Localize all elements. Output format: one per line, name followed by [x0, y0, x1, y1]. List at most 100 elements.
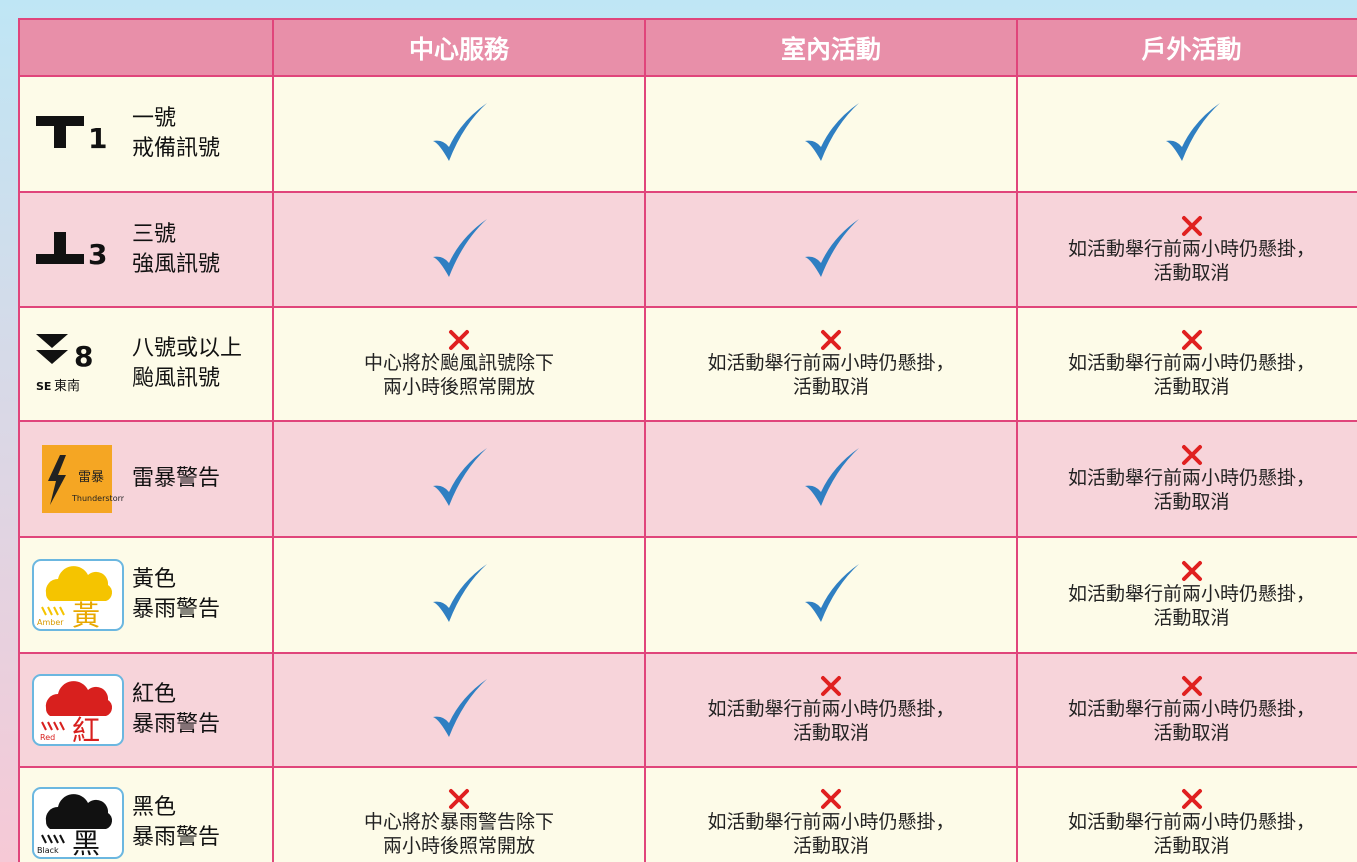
status-cell: 如活動舉行前兩小時仍懸掛， 活動取消 — [646, 768, 1016, 862]
row-label-cell: Red 紅紅色暴雨警告 — [20, 654, 272, 766]
row-label-cell: Amber 黃黃色 暴雨警告 — [20, 538, 272, 652]
cross-mark — [1181, 561, 1202, 581]
header-cell: 室內活動 — [646, 20, 1016, 75]
icon: Amber 黃 — [32, 559, 124, 631]
icon-text: SE — [36, 380, 51, 393]
label-line: 暴雨警告 — [132, 597, 221, 622]
row-label: 三號 強風訊號 — [132, 220, 220, 280]
status-cell — [1018, 77, 1357, 191]
row-label-cell: 8 SE 東南 八號或以上 颱風訊號 — [20, 308, 272, 420]
status-cell: 如活動舉行前兩小時仍懸掛， 活動取消 — [1018, 768, 1357, 862]
note-line: 活動取消 — [1153, 261, 1230, 284]
cross-mark — [1181, 789, 1202, 809]
cross-mark — [1181, 676, 1202, 696]
check — [433, 679, 487, 737]
cross — [821, 789, 841, 809]
cross-mark — [1181, 330, 1202, 350]
cross — [1181, 445, 1202, 465]
row-label-cell: 雷暴 Thunderstorm 雷暴警告 — [20, 422, 272, 536]
rain — [41, 721, 47, 731]
label-line: 一號 — [132, 106, 177, 131]
check-mark — [433, 564, 487, 622]
check — [433, 218, 487, 277]
rain — [53, 721, 59, 731]
rain — [47, 721, 53, 731]
table: 中心服務 室內活動 戶外活動 1 一號 戒備訊號 3 三號 強風訊號 如活動舉行前兩小時仍懸掛，活… — [18, 18, 1357, 862]
icon: Red 紅 — [32, 674, 124, 746]
cross — [449, 330, 469, 350]
cross — [821, 330, 841, 350]
rain — [41, 834, 47, 844]
note-line: 活動取消 — [1153, 376, 1230, 398]
lightning — [48, 455, 66, 505]
icon-text: Thunderstorm — [71, 494, 124, 503]
rain — [47, 606, 53, 616]
cross — [1181, 215, 1202, 236]
status-cell — [646, 77, 1016, 191]
rain — [59, 721, 65, 731]
status-cell: 如活動舉行前兩小時仍懸掛， 活動取消 — [646, 654, 1016, 766]
status-cell — [646, 538, 1016, 652]
note-line: 活動取消 — [1153, 835, 1230, 857]
cross-mark — [821, 676, 841, 696]
label-line: 紅色 — [132, 682, 177, 707]
icon-text: 東南 — [54, 378, 80, 394]
row-label: 八號或以上 颱風訊號 — [132, 334, 242, 394]
check — [1165, 103, 1220, 161]
note-line: 兩小時後照常開放 — [382, 835, 535, 857]
column-header: 室內活動 — [780, 34, 881, 64]
label-line: 戒備訊號 — [132, 136, 221, 161]
rain — [53, 834, 59, 844]
signal-symbol — [36, 334, 68, 364]
check-mark — [433, 103, 487, 161]
row-label: 黃色 暴雨警告 — [132, 565, 220, 625]
note-line: 如活動舉行前兩小時仍懸掛， — [1067, 811, 1315, 833]
status-cell — [274, 654, 644, 766]
column-header: 戶外活動 — [1141, 34, 1242, 64]
check-mark — [805, 448, 859, 506]
check-mark — [805, 103, 859, 161]
signal-symbol — [36, 116, 84, 148]
icon: 雷暴 Thunderstorm — [42, 445, 124, 513]
cross — [1181, 330, 1202, 350]
status-cell: 如活動舉行前兩小時仍懸掛， 活動取消 — [1018, 654, 1357, 766]
status-cell — [274, 422, 644, 536]
status-cell: 如活動舉行前兩小時仍懸掛， 活動取消 — [1018, 193, 1357, 306]
icon-text: 1 — [88, 122, 107, 155]
icon-text: 3 — [88, 238, 107, 271]
icon: 3 — [36, 231, 107, 271]
icon-text: 黑 — [72, 827, 100, 859]
row-label-cell: 3 三號 強風訊號 — [20, 193, 272, 306]
row-label: 黑色 暴雨警告 — [132, 793, 220, 853]
cross — [1181, 561, 1202, 581]
rain — [41, 606, 47, 616]
status-cell — [646, 193, 1016, 306]
rain — [59, 606, 65, 616]
cloud — [45, 566, 113, 601]
status-cell: 中心將於颱風訊號除下 兩小時後照常開放 — [274, 308, 644, 420]
status-cell: 如活動舉行前兩小時仍懸掛， 活動取消 — [646, 308, 1016, 420]
label-line: 暴雨警告 — [132, 712, 221, 737]
check — [805, 564, 859, 622]
check — [805, 103, 859, 161]
status-cell: 如活動舉行前兩小時仍懸掛， 活動取消 — [1018, 422, 1357, 536]
signal-symbol — [36, 231, 84, 264]
column-header: 中心服務 — [408, 34, 509, 64]
status-cell — [274, 193, 644, 306]
check-mark — [805, 564, 859, 622]
icon-text: 紅 — [72, 714, 100, 746]
header-cell: 戶外活動 — [1018, 20, 1357, 75]
icon-text: 黃 — [72, 599, 100, 631]
icon: 1 — [36, 116, 107, 155]
cross — [1181, 676, 1202, 696]
row-label: 紅色 暴雨警告 — [132, 680, 220, 740]
rain — [47, 834, 53, 844]
note-line: 如活動舉行前兩小時仍懸掛， — [1067, 583, 1315, 605]
check — [805, 218, 859, 277]
status-cell: 中心將於暴雨警告除下 兩小時後照常開放 — [274, 768, 644, 862]
note-line: 活動取消 — [1153, 607, 1230, 629]
label-line: 黑色 — [132, 795, 177, 820]
check-mark — [433, 679, 487, 737]
check-mark — [433, 218, 487, 277]
row-label: 雷暴警告 — [132, 464, 220, 494]
